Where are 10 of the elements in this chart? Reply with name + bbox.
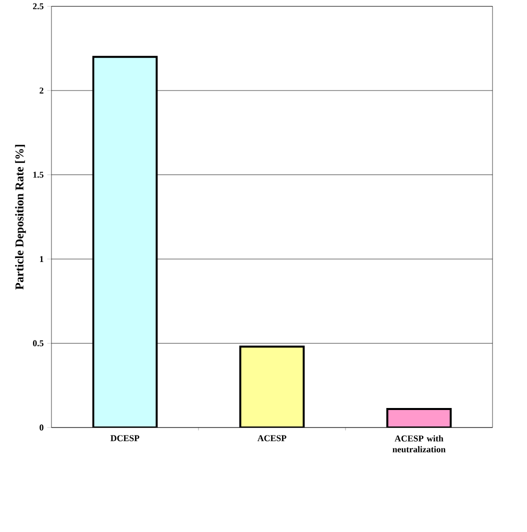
y-tick-label: 0.5	[32, 340, 44, 346]
y-tick-label: 2.5	[32, 3, 44, 10]
x-tick-label: ACESP	[257, 435, 286, 442]
y-tick-label: 0	[40, 424, 44, 431]
y-axis-title: Particle Deposition Rate [%]	[14, 144, 26, 290]
x-tick-label: DCESP	[110, 435, 140, 442]
y-tick-label: 1	[40, 256, 44, 262]
y-tick-label: 2	[40, 88, 44, 94]
y-tick-label: 1.5	[33, 172, 44, 178]
x-tick-label: ACESP with neutralization	[392, 435, 446, 452]
